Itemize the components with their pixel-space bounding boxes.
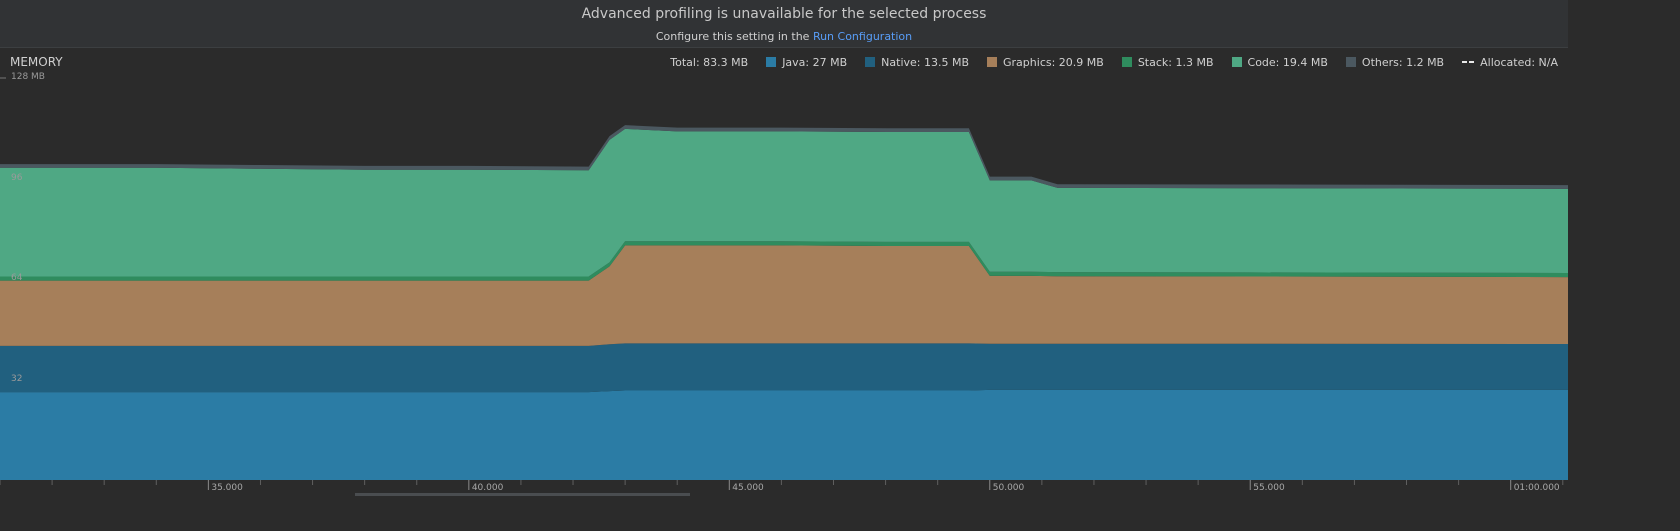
legend-item: Native: 13.5 MB <box>865 56 969 69</box>
legend-item: Total: 83.3 MB <box>670 56 748 69</box>
allocated-dashed-swatch-icon <box>1462 57 1475 67</box>
memory-chart-area[interactable] <box>0 48 1568 496</box>
legend-item: Others: 1.2 MB <box>1345 55 1445 69</box>
legend-swatch-icon <box>1231 57 1242 67</box>
legend-label: Code: 19.4 MB <box>1247 55 1328 69</box>
x-tick-label: 40.000 <box>471 483 504 493</box>
legend-label: Graphics: 20.9 MB <box>1003 55 1104 69</box>
x-tick-label: 45.000 <box>732 483 764 493</box>
banner-subtitle: Configure this setting in the Run Config… <box>0 30 1568 43</box>
area-series-stack <box>0 241 1568 281</box>
legend-item: Graphics: 20.9 MB <box>987 56 1104 69</box>
area-series-code <box>0 128 1568 277</box>
legend-item: Java: 27 MB <box>766 56 847 69</box>
memory-legend: Total: 83.3 MB Java: 27 MB Native: 13.5 MB… <box>670 55 1558 69</box>
legend-label: Allocated: N/A <box>1480 55 1558 69</box>
area-series-java <box>0 389 1568 480</box>
time-axis[interactable] <box>0 480 1568 496</box>
x-tick-label: 01:00.000 <box>1513 483 1560 493</box>
legend-label: Total: 83.3 MB <box>670 55 749 69</box>
memory-chart <box>0 77 1568 480</box>
time-axis-ticks <box>0 480 1564 490</box>
legend-swatch-icon <box>987 57 998 67</box>
timeline-scrollbar-thumb[interactable] <box>355 493 690 496</box>
run-configuration-link[interactable]: Run Configuration <box>812 30 913 43</box>
x-tick-label: 55.000 <box>1253 483 1285 493</box>
legend-item: Code: 19.4 MB <box>1231 55 1328 69</box>
legend-swatch-icon <box>1121 57 1132 67</box>
y-tick-label: 64 <box>11 273 23 283</box>
legend-label: Others: 1.2 MB <box>1361 55 1445 69</box>
y-tick-label: 128 MB <box>11 72 45 82</box>
x-tick-label: 50.000 <box>992 483 1025 493</box>
legend-label: Stack: 1.3 MB <box>1137 55 1214 69</box>
y-tick-label: 32 <box>11 373 23 384</box>
banner-subtitle-text: Configure this setting in the <box>655 30 813 43</box>
legend-item: Stack: 1.3 MB <box>1121 55 1214 69</box>
legend-label: Native: 13.5 MB <box>881 55 970 69</box>
legend-swatch-icon <box>766 57 777 67</box>
area-series-native <box>0 343 1568 393</box>
banner-title: Advanced profiling is unavailable for th… <box>581 6 987 22</box>
legend-label: Java: 27 MB <box>782 55 848 69</box>
profiling-unavailable-banner: Advanced profiling is unavailable for th… <box>0 0 1568 48</box>
area-series-graphics <box>0 245 1568 346</box>
legend-item: Allocated: N/A <box>1462 56 1558 69</box>
x-tick-label: 35.000 <box>211 483 243 493</box>
y-tick-label: 96 <box>11 172 23 183</box>
legend-swatch-icon <box>1345 57 1356 67</box>
legend-swatch-icon <box>865 57 876 67</box>
memory-monitor-label: MEMORY <box>10 55 63 69</box>
